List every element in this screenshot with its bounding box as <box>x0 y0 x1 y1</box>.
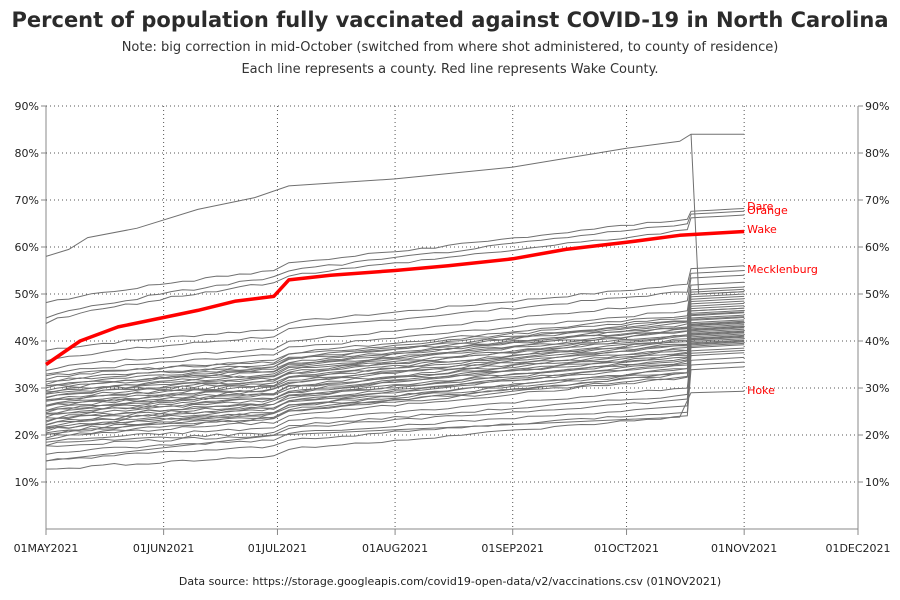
county-line <box>45 274 745 371</box>
county-line <box>45 352 745 447</box>
county-end-label: Orange <box>747 204 788 217</box>
y-tick-label-left: 20% <box>15 429 39 442</box>
county-line <box>45 295 745 392</box>
y-tick-label-right: 90% <box>865 100 889 113</box>
y-tick-label-left: 60% <box>15 241 39 254</box>
county-end-label: Hoke <box>747 384 775 397</box>
county-line <box>45 356 745 455</box>
y-tick-label-right: 60% <box>865 241 889 254</box>
county-correction-drop <box>690 134 700 295</box>
x-tick-label: 01AUG2021 <box>362 542 428 555</box>
county-line <box>45 320 745 393</box>
x-tick-label: 01JUL2021 <box>248 542 307 555</box>
y-tick-label-left: 70% <box>15 194 39 207</box>
county-line <box>45 338 745 434</box>
county-line <box>45 325 745 401</box>
y-tick-label-left: 90% <box>15 100 39 113</box>
county-line-outlier <box>45 133 745 257</box>
county-line <box>45 305 745 401</box>
y-tick-label-left: 50% <box>15 288 39 301</box>
county-line <box>45 344 745 441</box>
y-tick-label-right: 20% <box>865 429 889 442</box>
county-line <box>45 214 745 324</box>
y-tick-label-left: 10% <box>15 476 39 489</box>
y-tick-label-right: 10% <box>865 476 889 489</box>
county-line <box>45 307 745 402</box>
y-tick-label-right: 30% <box>865 382 889 395</box>
county-line <box>45 361 745 462</box>
county-line <box>45 334 745 422</box>
county-line <box>45 336 745 426</box>
county-line <box>45 349 745 447</box>
county-line <box>45 311 745 382</box>
data-source-note: Data source: https://storage.googleapis.… <box>178 575 722 588</box>
county-line <box>45 342 745 439</box>
county-line <box>45 333 745 429</box>
county-line <box>45 208 745 304</box>
county-line <box>45 281 745 375</box>
county-line-hoke <box>45 390 745 462</box>
county-line <box>45 328 745 426</box>
y-tick-label-right: 80% <box>865 147 889 160</box>
county-line <box>45 327 745 407</box>
y-tick-label-left: 30% <box>15 382 39 395</box>
y-tick-label-right: 40% <box>865 335 889 348</box>
county-line <box>45 298 745 394</box>
y-tick-label-left: 40% <box>15 335 39 348</box>
county-line <box>45 339 745 430</box>
x-tick-label: 01JUN2021 <box>133 542 195 555</box>
x-tick-label: 01DEC2021 <box>825 542 890 555</box>
county-line <box>45 366 745 470</box>
county-line <box>45 341 745 435</box>
county-line <box>45 321 745 418</box>
county-line <box>45 322 745 399</box>
county-end-label: Wake <box>747 223 777 236</box>
county-line <box>45 347 745 443</box>
y-tick-label-right: 50% <box>865 288 889 301</box>
county-line <box>45 314 745 411</box>
county-line <box>45 265 745 351</box>
y-tick-label-left: 80% <box>15 147 39 160</box>
county-line <box>45 330 745 412</box>
county-line-outlier-tail <box>698 291 745 295</box>
county-line <box>45 307 745 377</box>
y-tick-label-right: 70% <box>865 194 889 207</box>
county-line <box>45 332 745 415</box>
wake-county-line <box>45 229 745 366</box>
county-line <box>45 319 745 414</box>
county-end-label: Mecklenburg <box>747 263 818 276</box>
county-line <box>45 210 745 319</box>
chart-note-legend: Each line represents a county. Red line … <box>241 62 659 77</box>
county-end-label: Dare <box>747 200 773 213</box>
chart-note-correction: Note: big correction in mid-October (swi… <box>121 40 779 55</box>
county-line <box>45 309 745 406</box>
county-line <box>45 270 745 362</box>
county-line <box>45 331 745 428</box>
chart-title: Percent of population fully vaccinated a… <box>11 8 889 32</box>
county-line <box>45 316 745 387</box>
x-tick-label: 01SEP2021 <box>481 542 544 555</box>
x-tick-label: 01OCT2021 <box>594 542 659 555</box>
county-line <box>45 300 745 395</box>
x-tick-label: 01MAY2021 <box>14 542 79 555</box>
x-tick-label: 01NOV2021 <box>711 542 777 555</box>
